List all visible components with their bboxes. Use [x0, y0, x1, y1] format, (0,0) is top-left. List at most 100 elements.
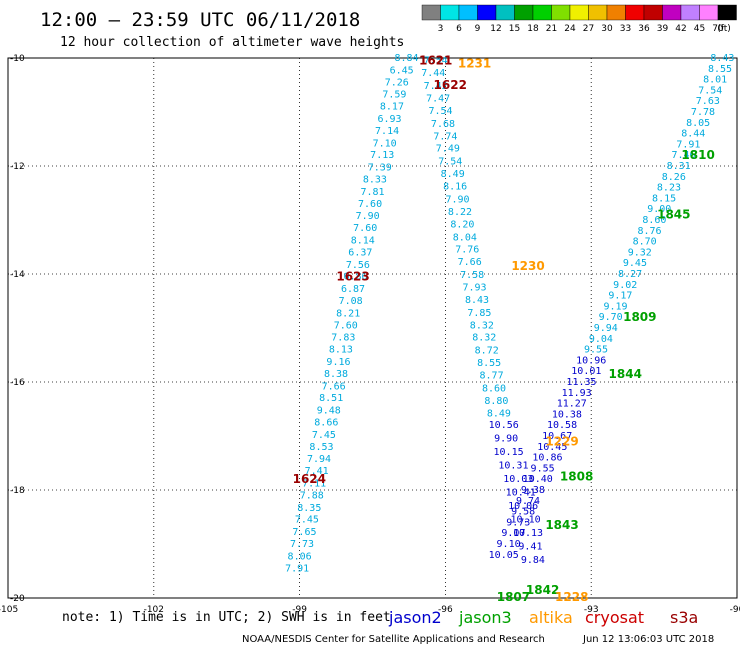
swh-value-label: 6.87 [341, 284, 365, 295]
swh-value-label: 6.37 [348, 247, 372, 258]
x-tick-label: -96 [438, 605, 453, 615]
colorbar-swatch [551, 4, 571, 21]
colorbar-swatch [458, 4, 478, 21]
swh-value-label: 7.59 [382, 90, 406, 101]
colorbar-level-label: 45 [694, 24, 705, 34]
colorbar-swatch [625, 4, 645, 21]
swh-value-label: 8.16 [443, 182, 467, 193]
colorbar-swatch [643, 4, 663, 21]
colorbar-legend: 3 6 9 12 15 18 21 24 27 30 33 36 39 42 45 70(ft) [421, 4, 737, 34]
swh-value-label: 9.19 [603, 301, 627, 312]
swh-value-label: 7.58 [460, 270, 484, 281]
time-label: 1810 [681, 148, 714, 162]
swh-value-label: 7.49 [436, 144, 460, 155]
swh-value-label: 8.80 [484, 396, 508, 407]
swh-value-label: 8.31 [667, 161, 691, 172]
swh-value-label: 10.58 [547, 420, 577, 431]
swh-value-label: 8.01 [703, 75, 727, 86]
swh-value-label: 8.26 [662, 172, 686, 183]
swh-value-label: 8.22 [448, 207, 472, 218]
colorbar-level-label: 24 [564, 24, 576, 34]
swh-value-label: 7.90 [446, 194, 470, 205]
time-label: 1842 [526, 583, 559, 597]
swh-value-label: 9.02 [613, 280, 637, 291]
swh-value-label: 7.74 [433, 131, 457, 142]
colorbar-swatch [662, 4, 682, 21]
swh-value-label: 9.74 [516, 496, 540, 507]
swh-value-label: 8.70 [633, 237, 657, 248]
swh-value-label: 7.66 [458, 257, 482, 268]
colorbar-level-label: 3 [438, 24, 444, 34]
swh-value-label: 7.65 [292, 527, 316, 538]
time-label: 1809 [623, 310, 656, 324]
x-tick-label: -105 [0, 605, 18, 615]
swh-value-label: 7.41 [305, 466, 329, 477]
swh-value-label: 7.54 [424, 56, 448, 67]
legend-s3a: s3a [670, 608, 699, 627]
swh-value-label: 8.17 [380, 102, 404, 113]
swh-value-label: 7.44 [421, 68, 445, 79]
colorbar-level-label: 9 [475, 24, 481, 34]
swh-value-label: 10.40 [523, 474, 553, 485]
swh-value-label: 7.08 [339, 296, 363, 307]
swh-value-label: 7.94 [307, 454, 331, 465]
chart-title: 12:00 – 23:59 UTC 06/11/2018 [40, 9, 360, 31]
swh-value-label: 10.31 [498, 461, 528, 472]
swh-value-label: 8.49 [441, 169, 465, 180]
swh-value-label: 7.26 [385, 77, 409, 88]
colorbar-swatch [569, 4, 589, 21]
data-marks: 8.846.457.26 7.598.176.937.147.107.13 7.39… [285, 53, 734, 604]
swh-value-label: 9.73 [506, 517, 530, 528]
plot-border [7, 57, 738, 599]
swh-value-label: 8.05 [686, 118, 710, 129]
swh-value-label: 7.46 [671, 150, 695, 161]
swh-value-label: 7.60 [334, 320, 358, 331]
swh-value-label: 7.42 [424, 81, 448, 92]
swh-value-label: 8.49 [487, 408, 511, 419]
swh-value-label: 8.13 [329, 345, 353, 356]
swh-value-label: 7.45 [312, 430, 336, 441]
swh-value-label: 10.15 [494, 447, 524, 458]
swh-value-label: 8.23 [657, 183, 681, 194]
time-label: 1622 [434, 78, 467, 92]
swh-value-label: 7.54 [438, 157, 462, 168]
swh-value-label: 10.10 [511, 515, 541, 526]
colorbar-level-label: 33 [620, 24, 631, 34]
colorbar-level-label: 36 [638, 24, 650, 34]
colorbar-level-label: 39 [657, 24, 669, 34]
colorbar-level-label: 21 [546, 24, 557, 34]
time-label: 1845 [657, 208, 690, 222]
legend-cryosat: cryosat [585, 608, 645, 627]
swh-value-label: 7.81 [360, 187, 384, 198]
swh-value-label: 9.32 [628, 247, 652, 258]
swh-value-label: 10.96 [576, 355, 606, 366]
legend-altika: altika [529, 608, 573, 627]
swh-value-label: 7.11 [302, 479, 326, 490]
x-tick-label: -99 [292, 605, 307, 615]
swh-value-label: 9.48 [317, 406, 341, 417]
colorbar-swatch [680, 4, 700, 21]
swh-value-label: 8.14 [351, 236, 375, 247]
y-tick-label: -18 [10, 486, 25, 496]
swh-value-label: 7.93 [463, 283, 487, 294]
swh-value-label: 6.45 [390, 65, 414, 76]
x-tick-label: -93 [584, 605, 599, 615]
y-tick-label: -14 [10, 270, 25, 280]
time-label: 1844 [609, 367, 642, 381]
swh-value-label: 8.43 [710, 53, 734, 64]
colorbar-level-label: 70 [712, 24, 724, 34]
time-label: 1230 [511, 259, 544, 273]
time-label: 1624 [293, 472, 326, 486]
footer-note: note: 1) Time is in UTC; 2) SWH is in fe… [62, 610, 391, 625]
swh-value-label: 10.45 [537, 442, 567, 453]
swh-value-label: 10.56 [489, 420, 519, 431]
time-label: 1808 [560, 470, 593, 484]
colorbar-swatch [717, 4, 737, 21]
swh-value-label: 9.90 [494, 434, 518, 445]
swh-value-label: 9.55 [531, 463, 555, 474]
swh-value-label: 7.63 [696, 96, 720, 107]
swh-value-label: 10.01 [571, 366, 601, 377]
swh-value-label: 7.39 [368, 163, 392, 174]
swh-value-label: 8.55 [708, 64, 732, 75]
swh-value-label: 9.55 [584, 345, 608, 356]
